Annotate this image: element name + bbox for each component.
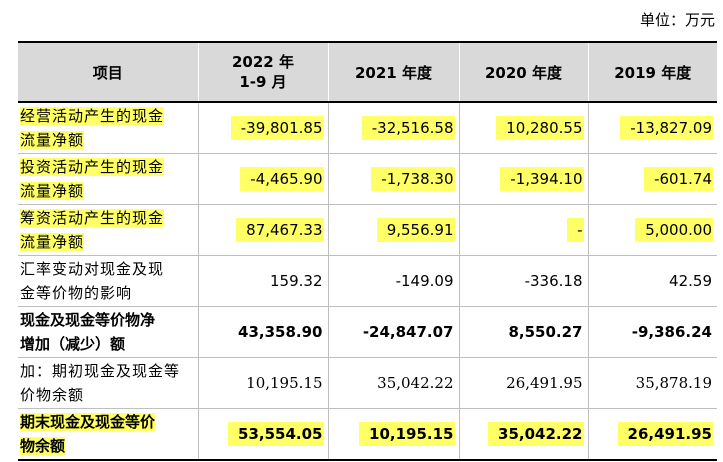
cash-flow-table: 项目 2022 年 1-9 月 2021 年度 2020 年度 2019 年度 …: [18, 41, 717, 461]
unit-label: 单位：万元: [639, 11, 715, 29]
row-label: 投资活动产生的现金 流量净额: [18, 153, 198, 205]
cell-2022: 159.32: [197, 255, 328, 307]
row-label: 汇率变动对现金及现 金等价物的影响: [18, 255, 198, 307]
header-row: 项目 2022 年 1-9 月 2021 年度 2020 年度 2019 年度: [18, 41, 717, 103]
cell-2020: 10,280.55: [458, 102, 588, 154]
cell-2022: 43,358.90: [197, 306, 328, 358]
header-2022-q1-q3: 2022 年 1-9 月: [197, 41, 328, 103]
cell-2019: 42.59: [587, 255, 717, 307]
cell-2019: 26,491.95: [587, 408, 717, 461]
cell-2020: 8,550.27: [458, 306, 588, 358]
cell-2020: -: [458, 204, 588, 256]
cell-2022: -39,801.85: [197, 102, 328, 154]
header-item: 项目: [18, 41, 198, 103]
row-label: 现金及现金等价物净 增加（减少）额: [18, 306, 198, 358]
table-row: 投资活动产生的现金 流量净额 -4,465.90 -1,738.30 -1,39…: [18, 153, 717, 205]
table-row: 汇率变动对现金及现 金等价物的影响 159.32 -149.09 -336.18…: [18, 255, 717, 307]
cell-2019: 35,878.19: [587, 357, 717, 409]
cell-2019: -601.74: [587, 153, 717, 205]
cell-2020: 35,042.22: [458, 408, 588, 461]
cell-2021: 9,556.91: [327, 204, 459, 256]
row-label: 筹资活动产生的现金 流量净额: [18, 204, 198, 256]
table-row: 筹资活动产生的现金 流量净额 87,467.33 9,556.91 - 5,00…: [18, 204, 717, 256]
cell-2021: -1,738.30: [327, 153, 459, 205]
cell-2020: -1,394.10: [458, 153, 588, 205]
cell-2019: 5,000.00: [587, 204, 717, 256]
table-row: 期末现金及现金等价 物余额 53,554.05 10,195.15 35,042…: [18, 408, 717, 461]
table-row: 经营活动产生的现金 流量净额 -39,801.85 -32,516.58 10,…: [18, 102, 717, 154]
cell-2020: -336.18: [458, 255, 588, 307]
cell-2021: -24,847.07: [327, 306, 459, 358]
header-2021: 2021 年度: [327, 41, 459, 103]
row-label: 加：期初现金及现金等 价物余额: [18, 357, 198, 409]
header-2022-line1: 2022 年: [232, 53, 294, 71]
table-row: 现金及现金等价物净 增加（减少）额 43,358.90 -24,847.07 8…: [18, 306, 717, 358]
table-row: 加：期初现金及现金等 价物余额 10,195.15 35,042.22 26,4…: [18, 357, 717, 409]
row-label: 期末现金及现金等价 物余额: [18, 408, 198, 461]
cell-2019: -9,386.24: [587, 306, 717, 358]
row-label: 经营活动产生的现金 流量净额: [18, 102, 198, 154]
cell-2019: -13,827.09: [587, 102, 717, 154]
cell-2021: 10,195.15: [327, 408, 459, 461]
cell-2022: 10,195.15: [197, 357, 328, 409]
cell-2022: 53,554.05: [197, 408, 328, 461]
cell-2020: 26,491.95: [458, 357, 588, 409]
header-2020: 2020 年度: [458, 41, 588, 103]
cell-2022: -4,465.90: [197, 153, 328, 205]
cell-2021: 35,042.22: [327, 357, 459, 409]
cell-2021: -149.09: [327, 255, 459, 307]
cell-2022: 87,467.33: [197, 204, 328, 256]
cell-2021: -32,516.58: [327, 102, 459, 154]
header-2022-line2: 1-9 月: [239, 73, 287, 91]
header-2019: 2019 年度: [587, 41, 717, 103]
